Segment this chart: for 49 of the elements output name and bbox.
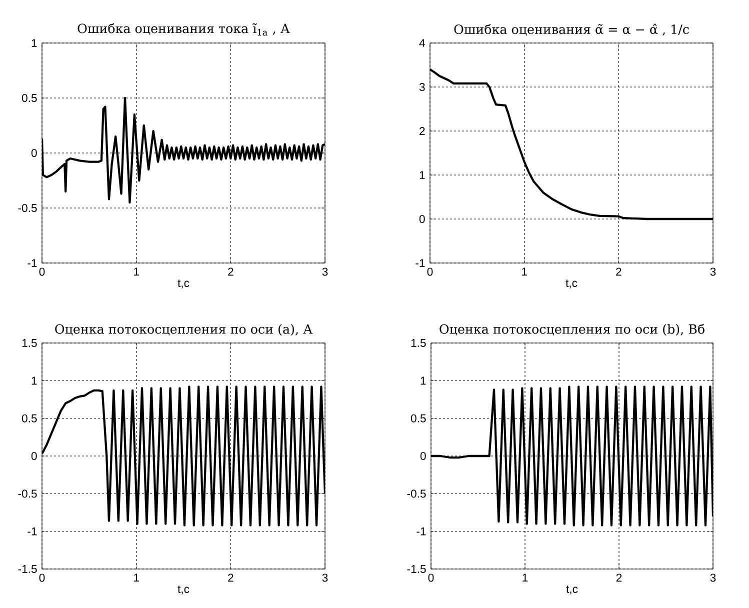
y-tick-label: -1 xyxy=(416,527,426,536)
x-tick-label: 0 xyxy=(39,574,45,582)
x-tick-label: 3 xyxy=(322,268,328,276)
y-tick-label: -1 xyxy=(28,527,37,536)
y-tick-label: 1.5 xyxy=(411,339,426,347)
y-tick-label: 0 xyxy=(419,214,425,224)
x-tick-label: 1 xyxy=(522,574,528,582)
x-tick-label: 2 xyxy=(228,574,234,582)
y-tick-label: -0.5 xyxy=(18,204,37,212)
y-tick-label: 0.5 xyxy=(22,414,37,422)
y-tick-label: 1 xyxy=(32,39,37,47)
y-tick-label: 4 xyxy=(419,39,425,47)
chart-title: Ошибка оценивания α̃ = α − α̂ , 1/с xyxy=(454,24,689,36)
y-tick-label: -1 xyxy=(28,259,37,267)
y-tick-label: 0 xyxy=(420,452,426,460)
y-tick-label: 2 xyxy=(420,127,425,135)
x-tick-label: 2 xyxy=(228,268,234,276)
y-tick-label: -1.5 xyxy=(407,565,426,573)
x-tick-label: 1 xyxy=(134,574,139,582)
y-tick-label: -1.5 xyxy=(18,565,37,573)
chart-title: Оценка потокосцепления по оси (a), А xyxy=(55,324,313,336)
y-tick-label: 3 xyxy=(419,83,425,92)
y-tick-label: 1.5 xyxy=(22,339,37,347)
y-tick-label: 1 xyxy=(32,376,37,385)
x-tick-label: 2 xyxy=(616,574,622,582)
x-tick-label: 0 xyxy=(428,574,434,582)
x-tick-label: 3 xyxy=(710,268,716,276)
y-tick-label: 1 xyxy=(420,171,425,179)
x-tick-label: 3 xyxy=(322,574,328,582)
x-axis-title: t,c xyxy=(178,586,190,594)
x-axis-title: t,c xyxy=(566,280,578,288)
x-tick-label: 0 xyxy=(39,268,45,276)
y-tick-label: -1 xyxy=(416,259,425,267)
y-tick-label: -0.5 xyxy=(18,490,37,498)
x-axis-title: t,c xyxy=(178,280,190,288)
x-tick-label: 1 xyxy=(134,268,139,276)
x-tick-label: 1 xyxy=(522,268,527,276)
x-tick-label: 3 xyxy=(710,574,716,582)
y-tick-label: 0.5 xyxy=(22,94,37,102)
chart-title: Оценка потокосцепления по оси (b), Вб xyxy=(440,324,704,336)
chart-title: Ошибка оценивания тока ĩ$_{1a}$ , А xyxy=(78,23,290,36)
y-tick-label: 0 xyxy=(31,452,37,460)
x-tick-label: 2 xyxy=(616,268,622,276)
x-tick-label: 0 xyxy=(427,268,433,276)
y-tick-label: 0 xyxy=(31,148,37,158)
y-tick-label: -0.5 xyxy=(407,490,426,498)
y-tick-label: 0.5 xyxy=(410,414,426,422)
y-tick-label: 1 xyxy=(420,376,426,385)
x-axis-title: t,c xyxy=(566,586,578,594)
